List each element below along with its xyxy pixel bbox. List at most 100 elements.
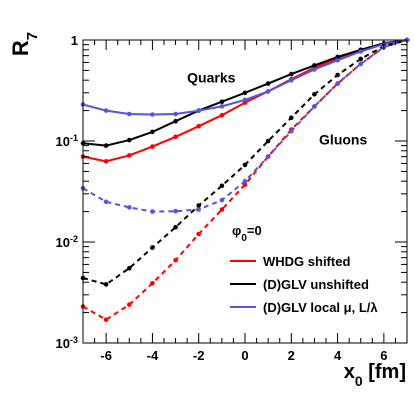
series-point [173, 134, 178, 140]
series-point [242, 178, 248, 184]
series-point [103, 143, 109, 148]
x-tick-label: -4 [147, 348, 159, 363]
legend-label-dglv-unshifted: (D)GLV unshifted [263, 277, 369, 292]
series-point [289, 128, 294, 134]
legend-label-whdg: WHDG shifted [263, 254, 350, 269]
series-point [150, 209, 155, 214]
series-line [82, 39, 408, 321]
series-point [219, 197, 225, 203]
y-tick-label-base: 10 [56, 134, 70, 149]
annotation-quarks: Quarks [187, 69, 235, 85]
series-point [127, 137, 132, 143]
series-point [219, 99, 225, 104]
series-point [127, 205, 132, 210]
x-tick-label: 4 [334, 348, 342, 363]
series-point [265, 154, 271, 159]
series-point [196, 203, 201, 208]
series-point [173, 111, 178, 117]
legend-header-base: φ [232, 223, 241, 238]
series-point [242, 182, 248, 187]
x-axis-title-unit: [fm] [363, 361, 406, 383]
series-quarks-2 [80, 37, 410, 117]
series-point [196, 207, 201, 212]
series-point [103, 282, 109, 287]
series-point [196, 123, 201, 129]
series-point [103, 317, 109, 323]
series-layer [80, 37, 410, 323]
series-point [265, 138, 271, 144]
series-point [289, 71, 294, 77]
legend-header: φ0=0 [232, 223, 262, 244]
series-point [173, 257, 178, 263]
y-axis-title-base: R [8, 40, 33, 56]
y-tick-label-base: 1 [71, 33, 78, 48]
series-point [242, 90, 248, 96]
series-point [358, 61, 364, 67]
series-point [103, 159, 109, 164]
series-point [335, 81, 340, 86]
y-tick-label: 10-3 [56, 335, 78, 351]
series-point [219, 104, 225, 109]
series-point [335, 54, 340, 60]
series-point [242, 162, 248, 168]
legend: φ0=0 WHDG shifted (D)GLV unshifted (D)GL… [230, 223, 378, 315]
series-point [150, 112, 155, 117]
y-tick-label-base: 10 [56, 235, 70, 250]
series-point [289, 115, 294, 120]
series-point [127, 111, 132, 117]
series-point [196, 231, 201, 237]
series-point [219, 207, 225, 212]
series-point [312, 63, 317, 68]
series-point [150, 281, 155, 286]
series-point [335, 72, 340, 78]
y-tick-label: 10-1 [56, 133, 78, 149]
series-gluons-5 [80, 37, 410, 214]
series-point [335, 58, 340, 63]
y-axis-title: R7 [8, 32, 41, 56]
series-point [219, 112, 225, 118]
series-point [312, 67, 317, 72]
series-point [103, 199, 109, 205]
series-point [312, 92, 317, 97]
y-tick-label-exponent: -3 [70, 335, 78, 345]
x-axis-title: x0 [fm] [344, 361, 406, 389]
series-point [219, 183, 225, 189]
series-point [103, 108, 109, 113]
series-point [127, 153, 132, 158]
y-tick-label-exponent: -1 [70, 133, 78, 143]
series-point [242, 97, 248, 103]
series-point [196, 108, 201, 113]
x-tick-label: 2 [288, 348, 295, 363]
y-tick-label: 10-2 [56, 234, 78, 250]
x-axis-title-base: x [344, 361, 355, 383]
series-point [150, 129, 155, 135]
x-tick-label: -6 [100, 348, 112, 363]
legend-header-rest: =0 [247, 223, 262, 238]
x-tick-label: -2 [193, 348, 205, 363]
x-tick-label: 0 [241, 348, 248, 363]
series-point [289, 77, 294, 83]
y-axis-title-subscript: 7 [24, 32, 41, 40]
series-point [265, 81, 271, 86]
y-tick-label: 1 [71, 33, 78, 48]
x-axis-title-subscript: 0 [355, 373, 363, 389]
series-point [173, 208, 178, 214]
legend-header-sub: 0 [241, 233, 247, 244]
y-tick-label-exponent: -2 [70, 234, 78, 244]
x-tick-label: 6 [380, 348, 387, 363]
series-point [358, 49, 364, 54]
legend-label-dglv-local: (D)GLV local μ, L/λ [263, 300, 378, 315]
series-point [173, 224, 178, 230]
series-point [150, 144, 155, 149]
series-point [173, 118, 178, 124]
series-point [358, 56, 364, 62]
axes-layer: -6 -4 -2 0 2 4 610-310-210-11 [56, 33, 408, 363]
series-point [127, 302, 132, 307]
y-tick-label-base: 10 [56, 336, 70, 351]
series-point [265, 89, 271, 94]
series-point [312, 104, 317, 109]
annotation-gluons: Gluons [319, 132, 367, 148]
series-point [150, 245, 155, 250]
